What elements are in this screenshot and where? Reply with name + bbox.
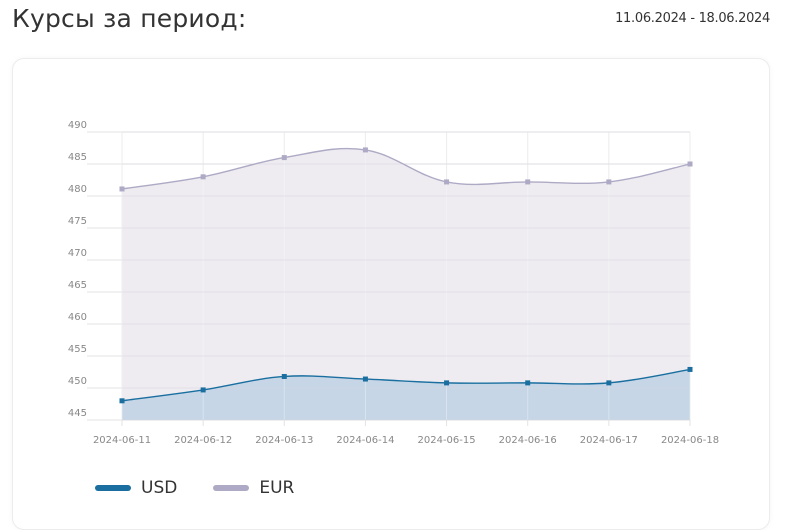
point-eur[interactable]: [281, 155, 287, 161]
y-tick-label: 480: [68, 184, 87, 195]
y-tick-label: 445: [68, 408, 87, 419]
series-points: [119, 147, 693, 404]
point-usd[interactable]: [606, 380, 612, 386]
y-tick-label: 460: [68, 312, 87, 323]
point-usd[interactable]: [200, 387, 206, 393]
x-tick-label: 2024-06-12: [174, 435, 232, 446]
point-eur[interactable]: [687, 161, 693, 167]
point-eur[interactable]: [200, 174, 206, 180]
area-usd: [122, 369, 690, 420]
area-eur: [122, 148, 690, 420]
x-tick-label: 2024-06-14: [336, 435, 394, 446]
y-tick-label: 485: [68, 152, 87, 163]
legend-item-eur[interactable]: EUR: [213, 478, 294, 498]
line-usd: [121, 368, 691, 402]
point-eur[interactable]: [444, 179, 450, 185]
point-usd[interactable]: [362, 376, 368, 382]
legend-swatch-usd: [95, 485, 131, 491]
point-eur[interactable]: [525, 179, 531, 185]
rates-chart: 490 485 480 475 470 465 460 455 450 445 2024-06-1…: [68, 120, 719, 446]
point-eur[interactable]: [606, 179, 612, 185]
point-usd[interactable]: [444, 380, 450, 386]
x-tick-label: 2024-06-18: [661, 435, 719, 446]
x-tick-label: 2024-06-13: [255, 435, 313, 446]
point-usd[interactable]: [281, 373, 287, 379]
legend-swatch-eur: [213, 485, 250, 491]
y-tick-label: 475: [68, 216, 87, 227]
series-lines: [121, 147, 691, 402]
legend-item-usd[interactable]: USD: [95, 478, 177, 498]
series-areas: [121, 131, 691, 421]
legend-label-usd: USD: [141, 478, 178, 498]
point-usd[interactable]: [687, 366, 693, 372]
y-tick-label: 490: [68, 120, 87, 131]
x-tick-label: 2024-06-17: [580, 435, 638, 446]
legend-label-eur: EUR: [259, 478, 295, 498]
chart-legend: USD EUR: [95, 478, 330, 498]
point-eur[interactable]: [362, 147, 368, 153]
x-tick-label: 2024-06-11: [93, 435, 151, 446]
line-eur: [121, 147, 691, 190]
x-axis-labels: 2024-06-11 2024-06-12 2024-06-13 2024-06-14…: [93, 435, 719, 446]
page-title: Курсы за период:: [12, 4, 247, 33]
point-usd[interactable]: [119, 398, 125, 404]
y-tick-label: 470: [68, 248, 87, 259]
y-tick-label: 450: [68, 376, 87, 387]
x-tick-label: 2024-06-15: [418, 435, 476, 446]
date-range[interactable]: 11.06.2024 - 18.06.2024: [615, 11, 770, 26]
point-usd[interactable]: [525, 380, 531, 386]
y-axis-labels: 490 485 480 475 470 465 460 455 450 445: [68, 120, 87, 419]
point-eur[interactable]: [119, 186, 125, 192]
y-tick-label: 455: [68, 344, 87, 355]
x-tick-label: 2024-06-16: [499, 435, 557, 446]
y-tick-label: 465: [68, 280, 87, 291]
